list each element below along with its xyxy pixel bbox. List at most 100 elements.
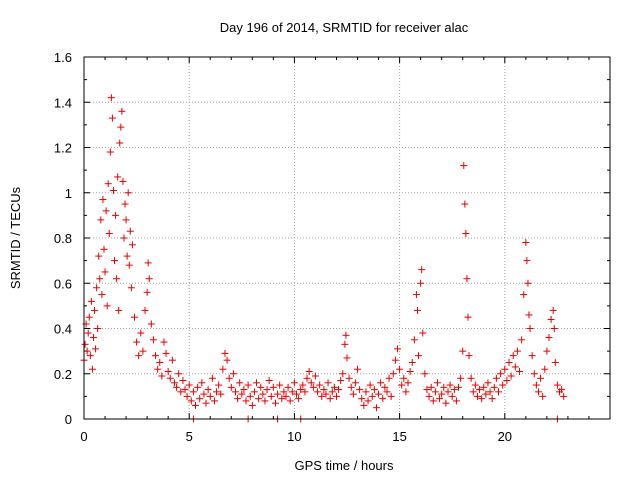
data-point (106, 148, 114, 156)
data-point (408, 358, 416, 366)
data-point (213, 388, 221, 396)
data-point (425, 392, 433, 400)
data-point (330, 383, 338, 391)
data-point (522, 239, 530, 247)
data-point (387, 392, 395, 400)
data-point (185, 381, 193, 389)
data-point (295, 395, 303, 403)
data-point (343, 354, 351, 362)
plot-frame (83, 56, 611, 420)
data-point (246, 392, 254, 400)
data-point (440, 383, 448, 391)
y-tick-label: 0.8 (54, 231, 72, 246)
data-points (80, 94, 568, 423)
data-point (505, 358, 513, 366)
data-point (370, 386, 378, 394)
data-point (396, 365, 404, 373)
data-point (94, 325, 102, 332)
data-point (446, 381, 454, 389)
data-point (421, 370, 429, 378)
data-point (299, 381, 307, 389)
data-point (215, 381, 223, 389)
data-point (455, 383, 463, 391)
x-tick-label: 5 (186, 429, 193, 444)
data-point (139, 347, 147, 355)
data-point (261, 397, 269, 405)
data-point (516, 367, 524, 375)
data-point (427, 383, 435, 391)
data-point (320, 386, 328, 394)
data-point (198, 379, 206, 387)
data-point (471, 381, 479, 389)
data-point (128, 241, 136, 249)
data-point (130, 313, 138, 321)
y-tick-label: 1 (65, 186, 72, 201)
data-point (526, 325, 534, 332)
data-point (135, 352, 143, 360)
data-point (109, 186, 117, 194)
data-point (418, 266, 426, 274)
data-point (444, 388, 452, 396)
data-point (377, 379, 385, 387)
data-point (168, 356, 176, 364)
data-point (160, 338, 168, 346)
data-point (532, 381, 540, 389)
data-point (524, 279, 532, 287)
data-point (415, 352, 423, 360)
y-tick-label: 0 (65, 412, 72, 427)
data-point (462, 229, 470, 237)
data-point (271, 399, 279, 407)
data-point (507, 372, 515, 380)
data-point (525, 311, 533, 319)
data-point (459, 347, 467, 355)
data-point (464, 313, 472, 321)
data-point (398, 381, 406, 389)
data-point (244, 381, 252, 389)
data-point (413, 306, 421, 314)
data-point (486, 388, 494, 396)
data-point (301, 388, 309, 396)
data-point (349, 390, 357, 398)
data-point (156, 358, 164, 366)
data-point (480, 383, 488, 391)
data-point (558, 386, 566, 394)
data-point (81, 340, 89, 348)
data-point (119, 177, 127, 185)
data-point (358, 395, 366, 403)
data-point (368, 392, 376, 400)
data-point (104, 180, 112, 188)
data-point (147, 320, 155, 328)
data-point (111, 257, 119, 265)
data-point (124, 189, 132, 197)
data-point (118, 107, 126, 115)
data-point (490, 383, 498, 391)
data-point (345, 374, 353, 382)
data-point (431, 388, 439, 396)
data-point (200, 390, 208, 398)
data-point (342, 331, 350, 339)
data-point (236, 379, 244, 387)
data-point (117, 123, 125, 131)
data-point (326, 395, 334, 403)
data-point (478, 395, 486, 403)
data-point (429, 397, 437, 405)
data-point (122, 216, 130, 224)
data-point (250, 388, 258, 396)
data-point (364, 397, 372, 405)
data-point (158, 372, 166, 380)
ticks: 0 5 10 15 20 0 0.2 0.4 0.6 0.8 1 1.2 1.4 1.6 (54, 50, 610, 444)
data-point (95, 252, 103, 260)
data-point (196, 395, 204, 403)
data-point (482, 390, 490, 398)
data-point (219, 365, 227, 373)
data-point (192, 401, 200, 409)
y-tick-label: 0.6 (54, 276, 72, 291)
data-point (137, 329, 145, 337)
y-tick-label: 0.2 (54, 367, 72, 382)
data-point (457, 374, 465, 382)
data-point (154, 365, 162, 373)
data-point (108, 114, 116, 122)
data-point (511, 363, 519, 371)
data-point (92, 345, 100, 353)
